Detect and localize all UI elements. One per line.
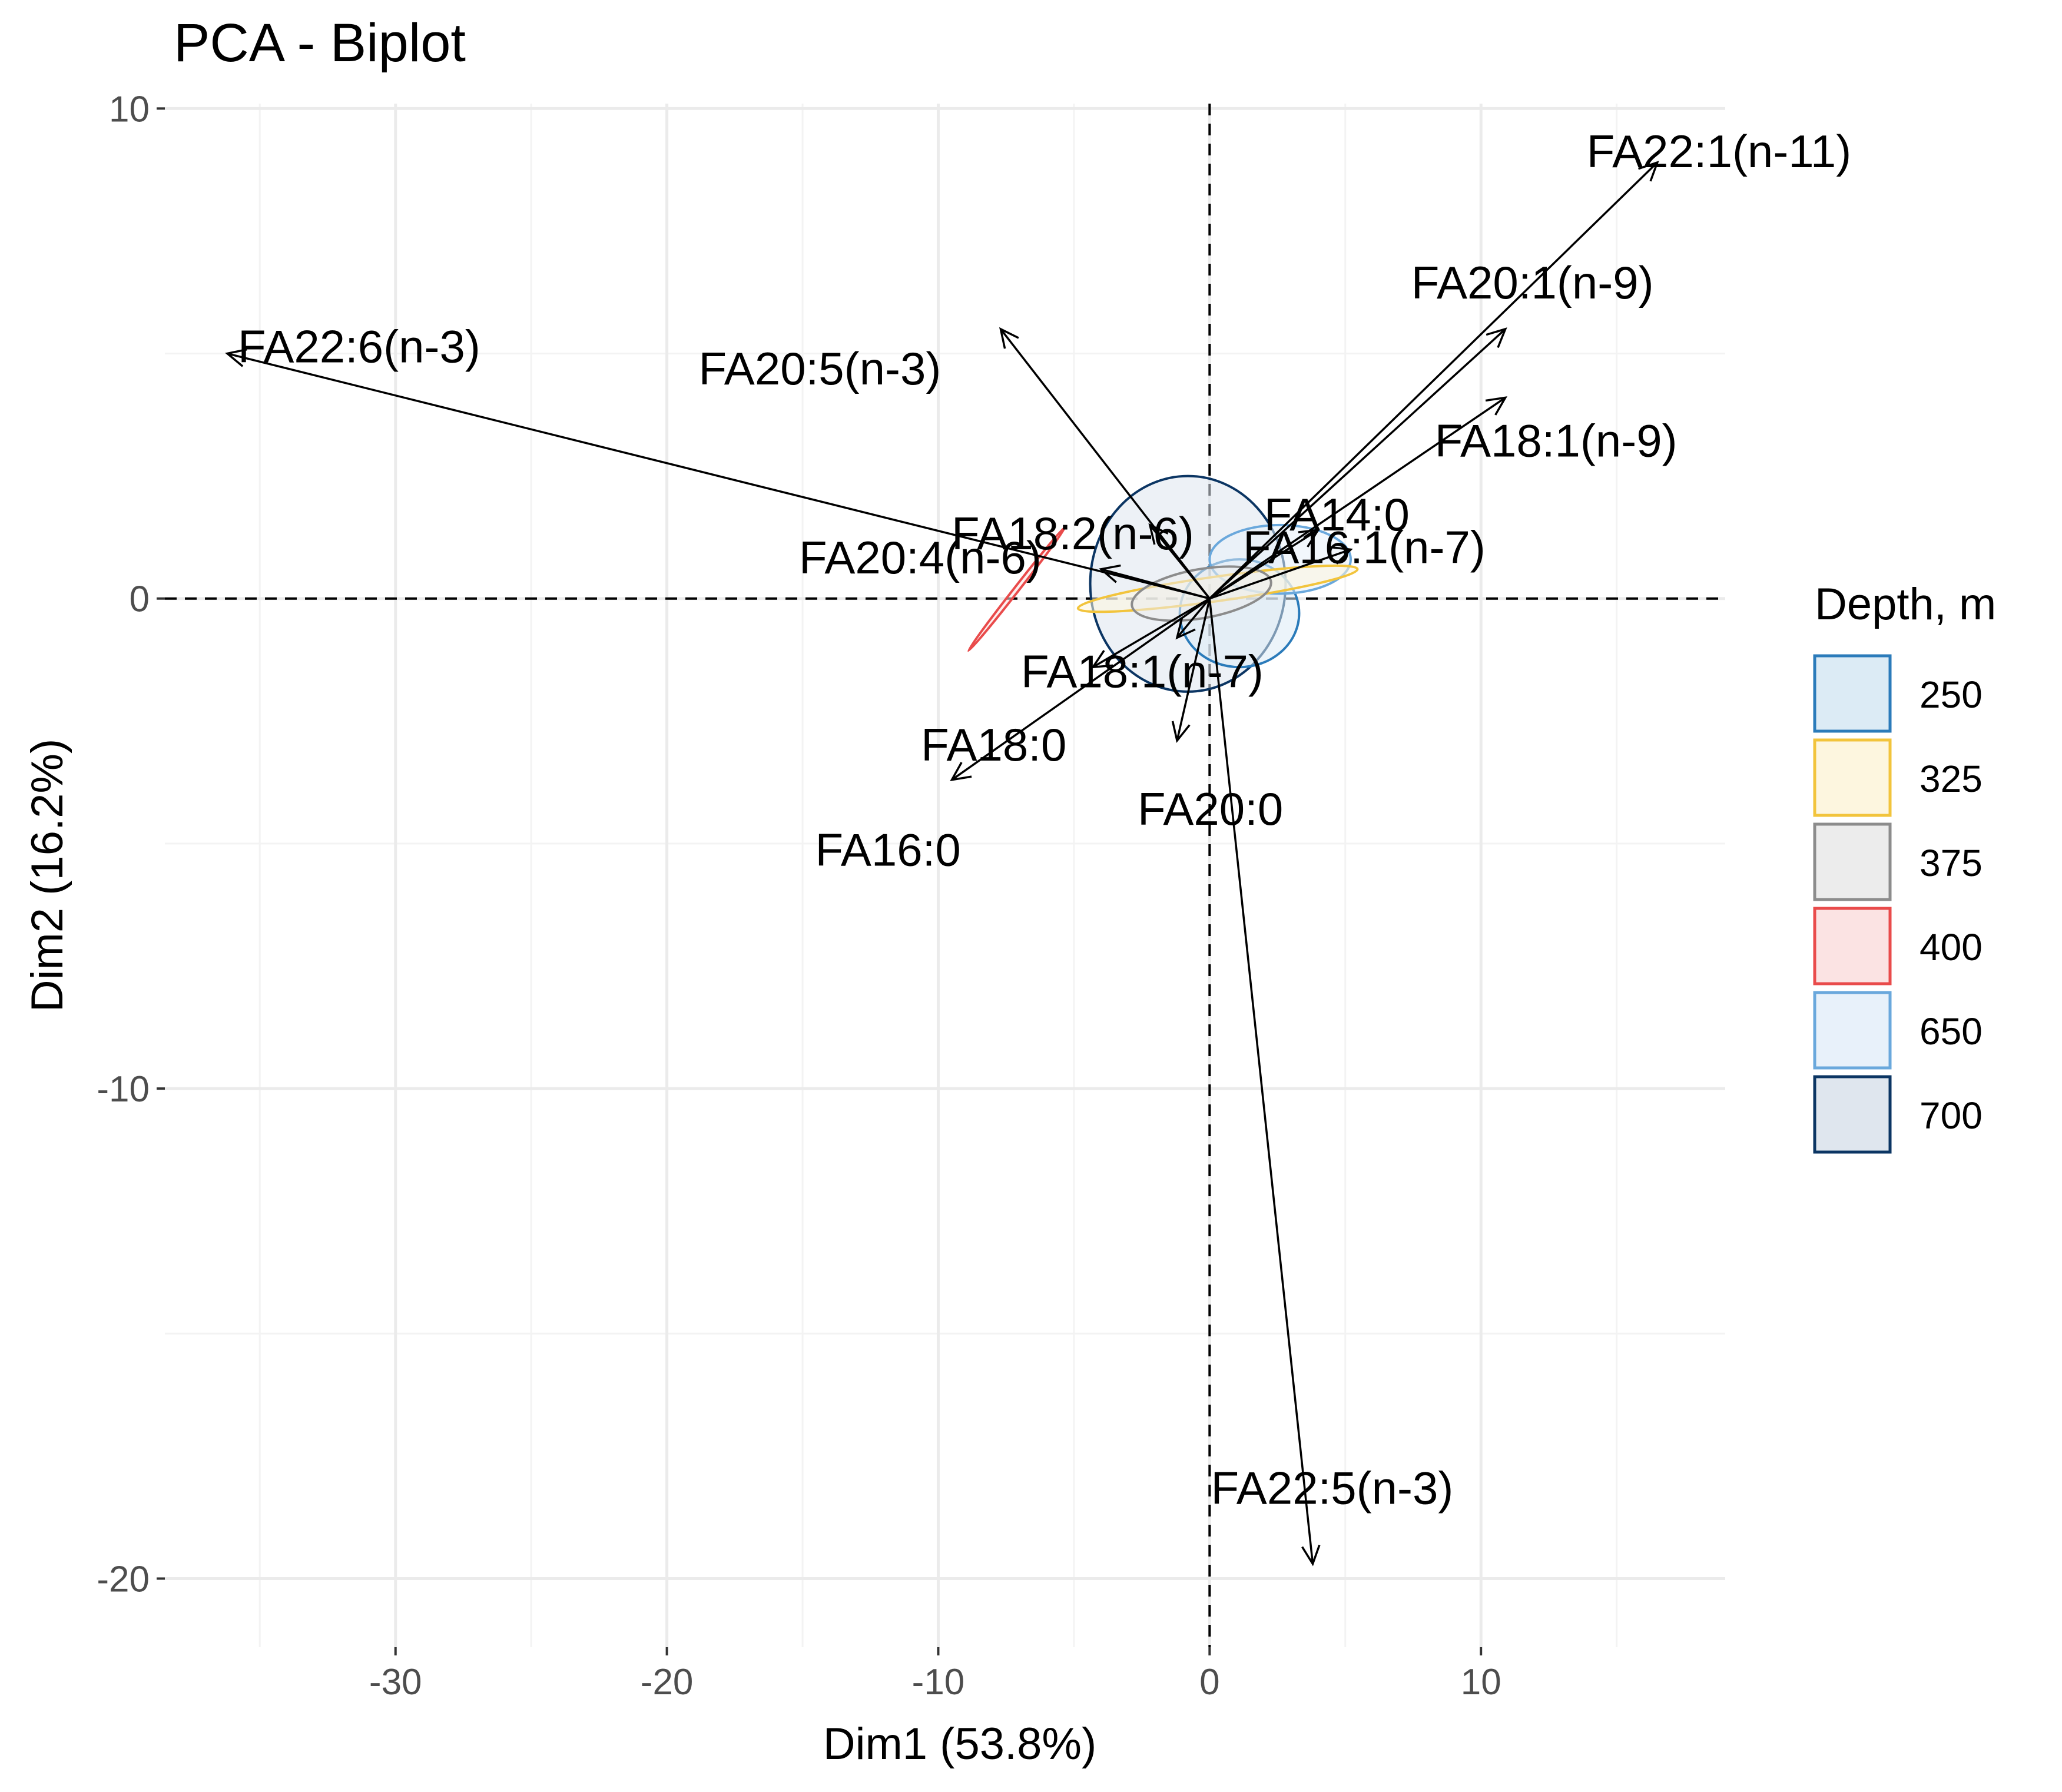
arrow-shaft [1149,524,1211,599]
legend-item-375: 375 [1813,822,1983,901]
arrow-fa20-0 [1171,598,1211,744]
arrow-head [1090,650,1113,669]
arrow-fa20-5-n-3 [999,327,1211,599]
plot-panel [165,104,1725,1647]
label-fa18-1-n-7: FA18:1(n-7) [1021,645,1264,697]
arrow-fa20-4-n-6 [1099,564,1210,600]
arrow-fa16-1-n-7 [1209,546,1353,600]
legend-label: 375 [1920,842,1983,884]
ellipse-depth-400 [967,525,1067,652]
y-axis-ticks: -20 -10 0 10 [97,89,165,1599]
y-tick-label: 10 [109,89,150,130]
legend-swatch [1813,738,1892,817]
legend-swatch [1813,991,1892,1070]
arrow-shaft [1209,161,1659,599]
legend-item-400: 400 [1813,907,1983,985]
arrow-fa18-1-n-7 [1175,598,1211,640]
arrow-head [999,327,1019,349]
minor-grid [165,104,1725,1647]
y-axis-title: Dim2 (16.2%) [22,739,72,1013]
arrow-shaft [951,598,1211,781]
reference-lines [165,104,1725,1647]
arrow-shaft [1209,548,1351,600]
arrow-head [1298,529,1321,547]
arrow-shaft [1209,529,1319,600]
arrow-shaft [227,352,1210,600]
arrow-shaft [1000,328,1211,599]
arrow-head [1148,523,1169,545]
arrow-fa18-2-n-6 [1148,523,1211,599]
legend-label: 325 [1920,758,1983,800]
arrow-shaft [1209,396,1506,600]
arrow-shaft [1209,328,1506,599]
arrow-fa14-0 [1209,529,1321,600]
x-tick-label: -10 [912,1662,965,1703]
label-fa18-2-n-6: FA18:2(n-6) [952,507,1194,559]
label-fa18-1-n-9: FA18:1(n-9) [1435,414,1678,466]
arrow-shaft [1176,598,1211,741]
legend-item-325: 325 [1813,738,1983,817]
arrow-fa20-1-n-9 [1209,327,1507,599]
legend-label: 650 [1920,1010,1983,1053]
arrow-fa18-0 [1090,598,1211,669]
y-tick-label: -20 [97,1559,150,1599]
arrow-head [1486,327,1507,349]
label-fa14-0: FA14:0 [1264,489,1410,540]
legend-swatch [1813,822,1892,901]
x-axis-ticks: -30 -20 -10 0 10 [369,1647,1501,1703]
x-tick-label: 10 [1461,1662,1501,1703]
arrow-shaft [1208,598,1314,1564]
arrow-head [1637,161,1659,182]
legend-item-250: 250 [1813,654,1983,733]
arrow-head [1175,618,1196,640]
label-fa22-5-n-3: FA22:5(n-3) [1211,1462,1453,1514]
arrow-fa22-1-n-11 [1209,161,1659,599]
legend: Depth, m 250 325 375 400 650 700 [1813,579,1996,1154]
label-fa20-1-n-9: FA20:1(n-9) [1411,257,1654,308]
label-fa22-1-n-11: FA22:1(n-11) [1587,125,1851,177]
legend-item-650: 650 [1813,991,1983,1070]
arrow-fa22-6-n-3 [225,348,1210,600]
label-fa18-0: FA18:0 [921,719,1066,771]
label-fa20-5-n-3: FA20:5(n-3) [698,343,941,394]
arrow-shaft [1092,598,1211,668]
x-tick-label: -20 [641,1662,694,1703]
label-fa16-0: FA16:0 [815,824,961,876]
legend-swatch [1813,1075,1892,1154]
label-fa16-1-n-7: FA16:1(n-7) [1243,521,1486,573]
legend-swatch [1813,907,1892,985]
variable-labels: FA22:1(n-11) FA20:1(n-9) FA18:1(n-9) FA22:6… [238,125,1851,1514]
x-tick-label: -30 [369,1662,422,1703]
legend-title: Depth, m [1815,579,1996,629]
x-axis-title: Dim1 (53.8%) [823,1719,1097,1769]
x-tick-label: 0 [1199,1662,1219,1703]
label-fa22-6-n-3: FA22:6(n-3) [238,321,480,373]
arrow-head [1099,564,1121,583]
arrow-head [225,348,247,367]
legend-label: 400 [1920,926,1983,968]
arrow-fa22-5-n-3 [1208,598,1321,1567]
label-fa20-4-n-6: FA20:4(n-6) [799,532,1042,583]
major-grid [165,104,1725,1647]
arrow-shaft [1100,568,1210,600]
arrow-head [1171,721,1191,744]
arrow-head [1485,396,1508,416]
y-tick-label: -10 [97,1069,150,1110]
arrow-head [1331,546,1353,565]
arrow-shaft [1176,598,1211,639]
legend-label: 700 [1920,1094,1983,1137]
arrow-fa16-0 [950,598,1211,782]
variable-arrows [225,161,1659,1567]
arrow-head [1301,1544,1321,1567]
chart-title: PCA - Biplot [174,13,466,73]
legend-swatch [1813,654,1892,733]
label-fa20-0: FA20:0 [1138,783,1283,835]
arrow-fa18-1-n-9 [1209,396,1508,600]
legend-item-700: 700 [1813,1075,1983,1154]
legend-label: 250 [1920,673,1983,716]
arrow-head [950,762,972,782]
y-tick-label: 0 [130,579,150,620]
